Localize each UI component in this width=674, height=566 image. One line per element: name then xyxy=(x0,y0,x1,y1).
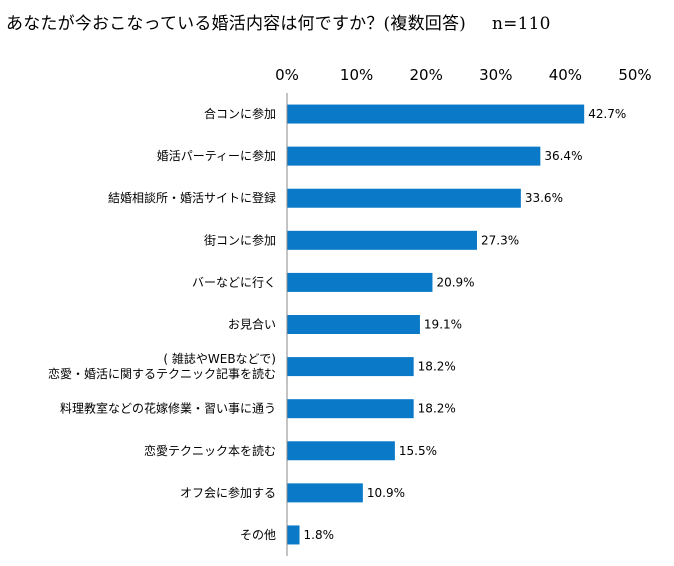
category-label: 合コンに参加 xyxy=(204,106,276,121)
value-label: 33.6% xyxy=(525,191,563,205)
bar xyxy=(287,272,433,292)
bar xyxy=(287,525,300,545)
value-label: 27.3% xyxy=(481,233,519,247)
category-label: ( 雑誌やWEBなどで) xyxy=(163,351,276,366)
category-label: 結婚相談所・婚活サイトに登録 xyxy=(108,190,276,205)
category-label: 街コンに参加 xyxy=(204,232,276,247)
category-label: 恋愛テクニック本を読む xyxy=(144,443,276,458)
bar xyxy=(287,441,395,461)
x-axis: 0% 10% 20% 30% 40% 50% xyxy=(275,66,652,84)
x-tick-label: 50% xyxy=(618,66,651,84)
category-label: バーなどに行く xyxy=(192,275,276,289)
value-label: 10.9% xyxy=(367,486,405,500)
category-labels: 合コンに参加婚活パーティーに参加結婚相談所・婚活サイトに登録街コンに参加バーなど… xyxy=(48,106,276,542)
value-label: 19.1% xyxy=(424,318,462,332)
bar xyxy=(287,483,363,503)
bar xyxy=(287,230,478,250)
value-labels: 42.7% 36.4% 33.6% 27.3% 20.9% 19.1% 18.2% 18.2%… xyxy=(304,107,627,542)
x-tick-label: 20% xyxy=(410,66,443,84)
sample-size: n=110 xyxy=(492,14,551,34)
value-label: 18.2% xyxy=(418,402,456,416)
bar xyxy=(287,104,585,124)
bars xyxy=(287,104,585,545)
bar xyxy=(287,357,414,377)
value-label: 1.8% xyxy=(304,528,335,542)
category-label: その他 xyxy=(240,528,276,542)
value-label: 20.9% xyxy=(436,275,474,289)
bar xyxy=(287,188,521,208)
value-label: 15.5% xyxy=(399,444,437,458)
bar xyxy=(287,399,414,419)
chart-title-text: あなたが今おこなっている婚活内容は何ですか？(複数回答) xyxy=(6,14,467,34)
value-label: 42.7% xyxy=(588,107,626,121)
x-tick-label: 40% xyxy=(549,66,582,84)
value-label: 18.2% xyxy=(418,360,456,374)
category-label: 婚活パーティーに参加 xyxy=(157,148,276,163)
chart-title: あなたが今おこなっている婚活内容は何ですか？(複数回答) n=110 xyxy=(6,9,551,34)
x-tick-label: 0% xyxy=(275,66,299,84)
category-label: お見合い xyxy=(228,317,276,332)
x-tick-label: 30% xyxy=(479,66,512,84)
value-label: 36.4% xyxy=(544,149,582,163)
category-label: オフ会に参加する xyxy=(180,485,276,500)
bar xyxy=(287,146,541,166)
bar xyxy=(287,315,420,334)
x-tick-label: 10% xyxy=(340,66,373,84)
category-label: 料理教室などの花嫁修業・習い事に通う xyxy=(60,401,276,416)
category-label: 恋愛・婚活に関するテクニック記事を読む xyxy=(48,366,276,381)
